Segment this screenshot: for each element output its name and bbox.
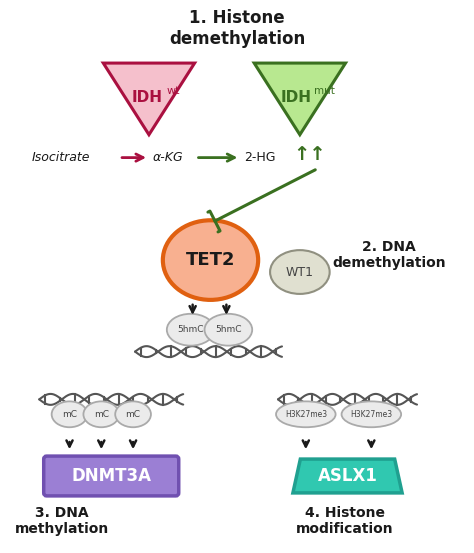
Polygon shape bbox=[293, 459, 402, 493]
Ellipse shape bbox=[163, 220, 258, 300]
Ellipse shape bbox=[270, 250, 329, 294]
FancyBboxPatch shape bbox=[44, 456, 179, 496]
Ellipse shape bbox=[167, 314, 214, 346]
Text: α-KG: α-KG bbox=[153, 151, 183, 164]
Text: mut: mut bbox=[314, 86, 335, 96]
Text: wt: wt bbox=[167, 86, 180, 96]
Text: 2-HG: 2-HG bbox=[244, 151, 276, 164]
Text: ↑↑: ↑↑ bbox=[293, 145, 326, 164]
Ellipse shape bbox=[342, 401, 401, 427]
Text: ASLX1: ASLX1 bbox=[318, 467, 377, 485]
Text: TET2: TET2 bbox=[186, 251, 235, 269]
Text: 2. DNA
demethylation: 2. DNA demethylation bbox=[332, 240, 446, 270]
Polygon shape bbox=[103, 63, 195, 135]
Text: DNMT3A: DNMT3A bbox=[71, 467, 151, 485]
Ellipse shape bbox=[52, 401, 87, 427]
Ellipse shape bbox=[83, 401, 119, 427]
Text: IDH: IDH bbox=[281, 90, 311, 105]
Text: IDH: IDH bbox=[131, 90, 163, 105]
Text: H3K27me3: H3K27me3 bbox=[350, 410, 392, 419]
Text: mC: mC bbox=[94, 410, 109, 419]
Text: 3. DNA
methylation: 3. DNA methylation bbox=[15, 506, 109, 536]
Text: mC: mC bbox=[126, 410, 141, 419]
Ellipse shape bbox=[205, 314, 252, 346]
Text: WT1: WT1 bbox=[286, 265, 314, 279]
Text: 1. Histone
demethylation: 1. Histone demethylation bbox=[169, 9, 305, 48]
Text: mC: mC bbox=[62, 410, 77, 419]
Text: 4. Histone
modification: 4. Histone modification bbox=[296, 506, 393, 536]
Text: 5hmC: 5hmC bbox=[177, 325, 204, 334]
Text: 5hmC: 5hmC bbox=[215, 325, 242, 334]
Ellipse shape bbox=[115, 401, 151, 427]
Ellipse shape bbox=[276, 401, 336, 427]
Text: H3K27me3: H3K27me3 bbox=[285, 410, 327, 419]
Polygon shape bbox=[254, 63, 346, 135]
Text: Isocitrate: Isocitrate bbox=[32, 151, 91, 164]
